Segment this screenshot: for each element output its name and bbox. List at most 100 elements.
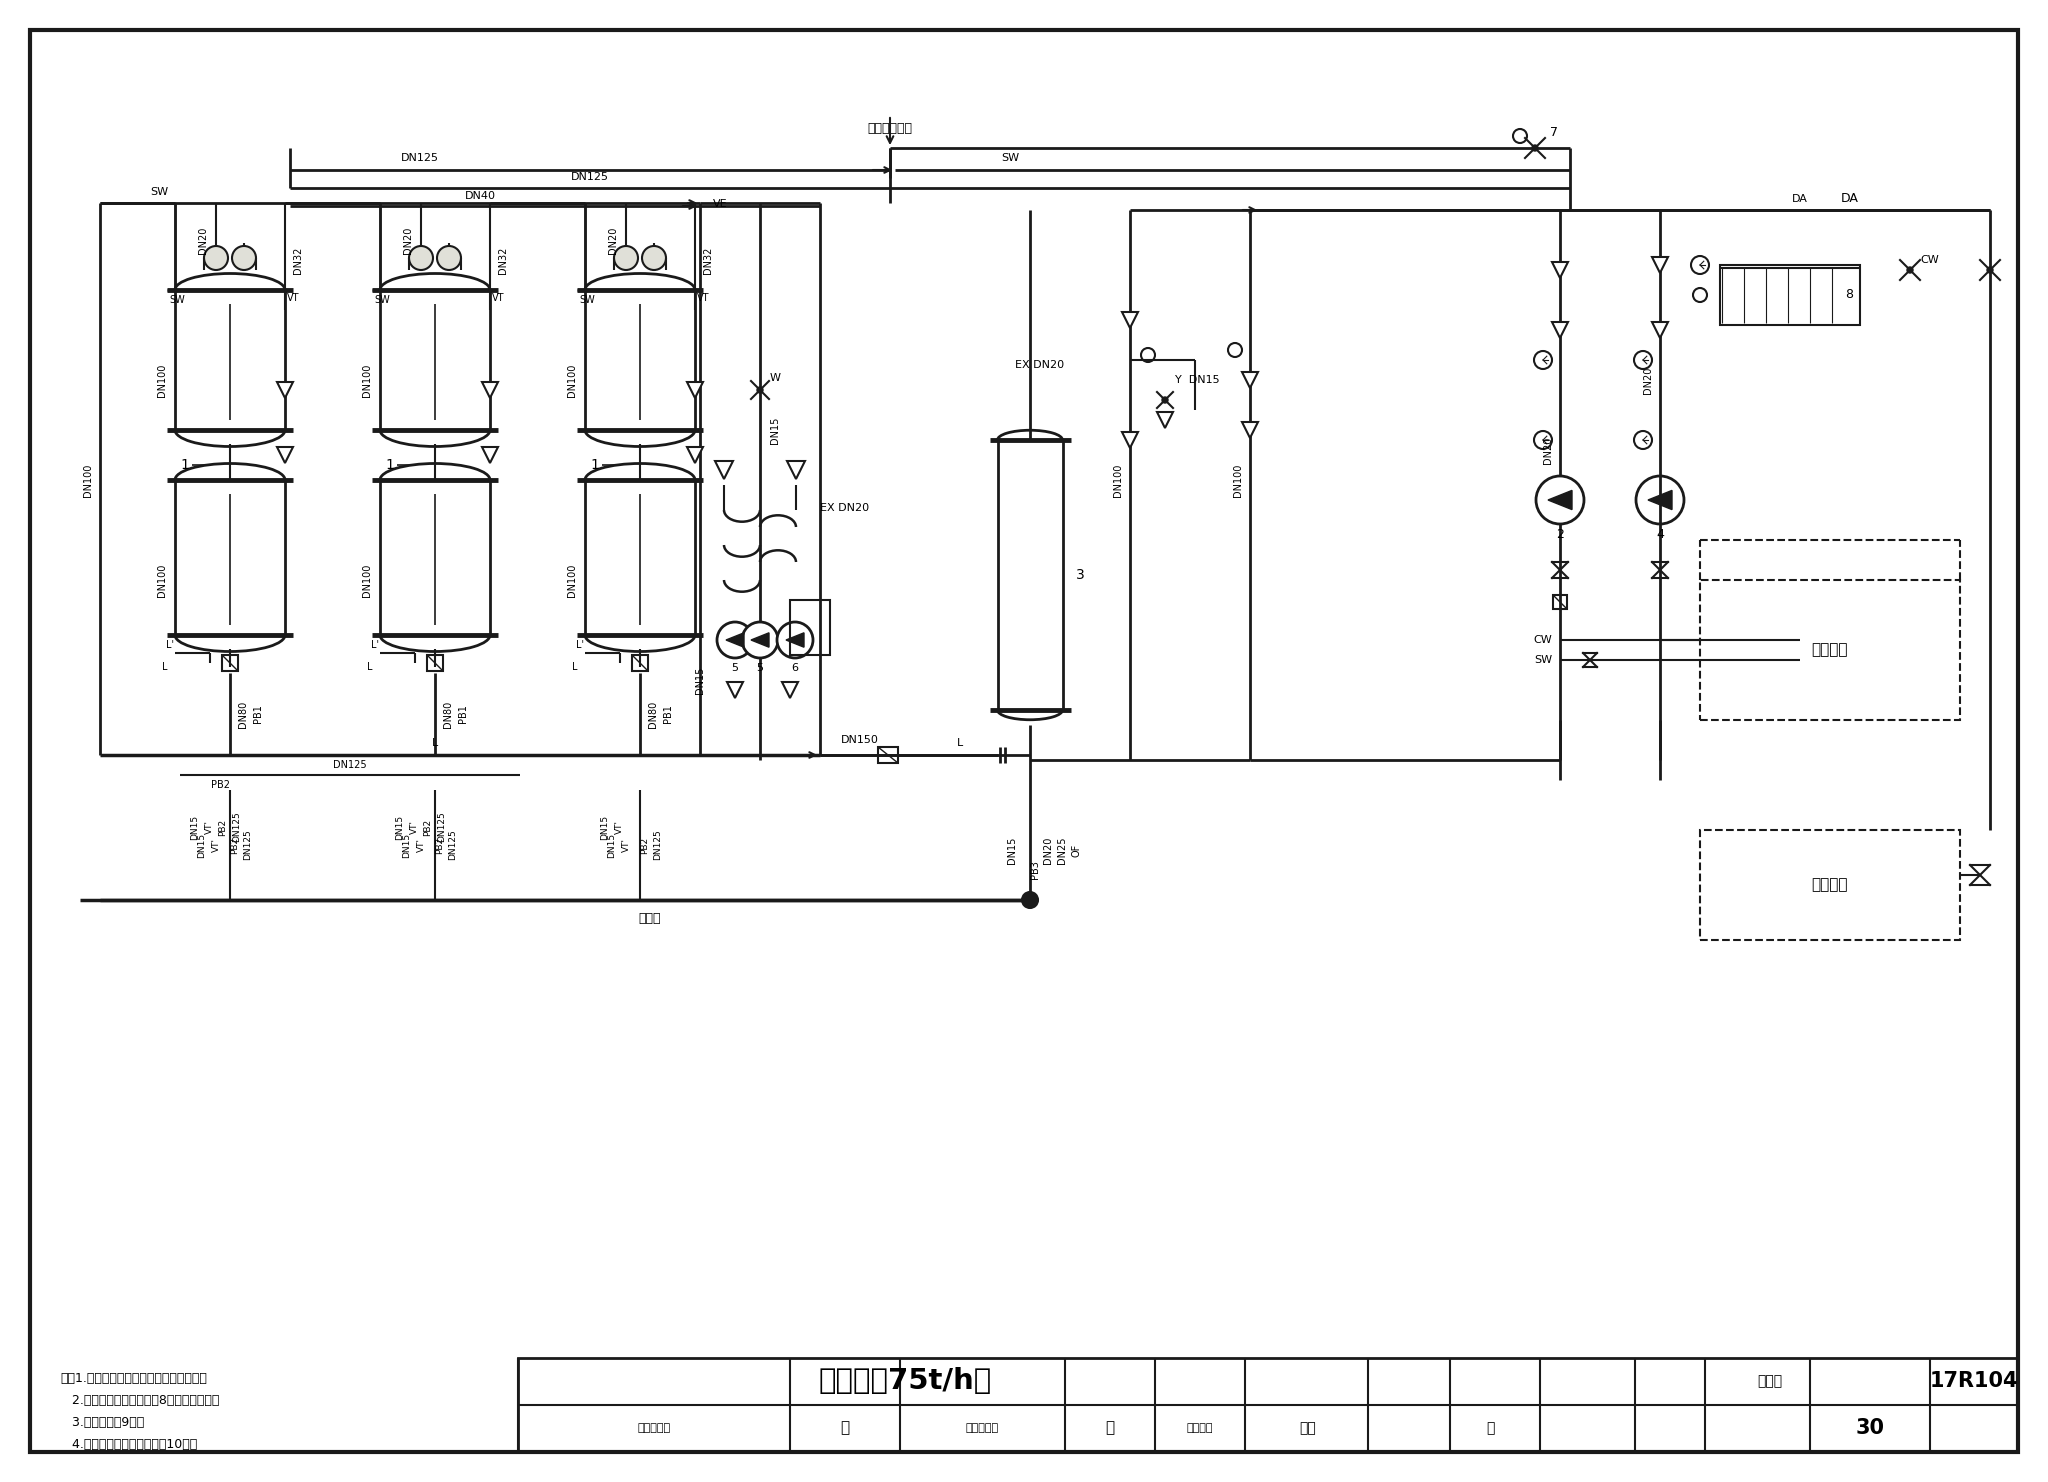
Text: VT': VT': [211, 837, 221, 852]
Text: PB2: PB2: [231, 836, 240, 854]
Text: DN125: DN125: [571, 172, 608, 182]
Text: 1: 1: [180, 458, 188, 471]
Text: 17R104: 17R104: [1929, 1371, 2017, 1392]
Polygon shape: [1122, 313, 1139, 328]
Text: EX DN20: EX DN20: [1016, 360, 1065, 370]
Text: L: L: [367, 662, 373, 671]
Text: 5: 5: [756, 662, 764, 673]
Bar: [791, 600, 829, 655]
Text: L: L: [571, 662, 578, 671]
Polygon shape: [686, 382, 702, 399]
Text: PB2: PB2: [436, 836, 444, 854]
Text: DN125: DN125: [244, 830, 252, 861]
Text: DA: DA: [1792, 194, 1808, 205]
Text: 排水沟: 排水沟: [639, 911, 662, 925]
Circle shape: [410, 246, 432, 270]
Polygon shape: [782, 682, 799, 698]
Text: DN100: DN100: [567, 563, 578, 597]
Circle shape: [717, 622, 754, 658]
Text: DN32: DN32: [498, 246, 508, 274]
Polygon shape: [1653, 322, 1667, 338]
Text: 矶: 矶: [1106, 1421, 1114, 1436]
Text: DN32: DN32: [702, 246, 713, 274]
Text: SW: SW: [375, 295, 389, 305]
Text: DN80: DN80: [647, 701, 657, 728]
Polygon shape: [276, 448, 293, 462]
Text: DN40: DN40: [465, 191, 496, 202]
Bar: [1552, 594, 1567, 609]
Polygon shape: [786, 633, 805, 648]
Text: SW: SW: [170, 295, 184, 305]
Bar: [879, 747, 897, 763]
Text: 7: 7: [1550, 126, 1559, 138]
Polygon shape: [1649, 491, 1671, 510]
Text: DN100: DN100: [84, 464, 92, 496]
Text: 审核车卫彤: 审核车卫彤: [637, 1423, 670, 1433]
Text: VE: VE: [713, 199, 727, 209]
Bar: [426, 655, 442, 671]
Text: DN15: DN15: [1008, 836, 1018, 864]
Circle shape: [758, 387, 764, 393]
Circle shape: [1022, 892, 1038, 908]
Text: DN15: DN15: [197, 833, 207, 858]
Text: CW: CW: [1921, 255, 1939, 265]
Text: DN125: DN125: [438, 812, 446, 842]
Text: DN20: DN20: [608, 227, 618, 253]
Polygon shape: [727, 682, 743, 698]
Text: 图集号: 图集号: [1757, 1374, 1782, 1389]
Text: 4: 4: [1657, 529, 1663, 541]
Bar: [1700, 579, 1960, 720]
Text: 注：1.双点划线设备表示由用户自行配套。: 注：1.双点划线设备表示由用户自行配套。: [59, 1371, 207, 1384]
Text: DN100: DN100: [1233, 464, 1243, 496]
Text: DN100: DN100: [158, 563, 168, 597]
Text: PB1: PB1: [664, 704, 674, 723]
Polygon shape: [1241, 372, 1257, 388]
Text: DN15: DN15: [190, 815, 199, 840]
Text: 3.图例详见第9页。: 3.图例详见第9页。: [59, 1415, 143, 1429]
Bar: [1720, 265, 1860, 325]
Text: DN100: DN100: [362, 563, 373, 597]
Text: 5: 5: [731, 662, 739, 673]
Text: W: W: [770, 373, 780, 382]
Text: 1: 1: [590, 458, 600, 471]
Text: DN100: DN100: [567, 363, 578, 397]
Polygon shape: [1122, 431, 1139, 448]
Text: 8: 8: [1845, 289, 1853, 301]
Polygon shape: [1241, 422, 1257, 439]
Text: DN80: DN80: [442, 701, 453, 728]
Text: DN15: DN15: [600, 815, 610, 840]
Polygon shape: [1548, 491, 1573, 510]
Circle shape: [1692, 256, 1708, 274]
Circle shape: [1634, 431, 1653, 449]
Circle shape: [776, 622, 813, 658]
Polygon shape: [786, 461, 805, 479]
Text: DN15: DN15: [395, 815, 406, 840]
Polygon shape: [752, 633, 768, 648]
Text: DN20: DN20: [199, 227, 209, 253]
Text: L: L: [162, 662, 168, 671]
Circle shape: [1161, 397, 1167, 403]
Text: DN32: DN32: [293, 246, 303, 274]
Text: VT: VT: [696, 293, 709, 302]
Polygon shape: [1653, 256, 1667, 273]
Circle shape: [1636, 476, 1683, 525]
Circle shape: [1532, 145, 1538, 151]
Polygon shape: [715, 461, 733, 479]
Text: SW: SW: [580, 295, 594, 305]
Polygon shape: [725, 633, 743, 648]
Text: SW: SW: [1001, 153, 1020, 163]
Text: DN15: DN15: [694, 667, 705, 694]
Text: 4.管道名称及管段号详见第10页。: 4.管道名称及管段号详见第10页。: [59, 1438, 197, 1451]
Text: 1: 1: [385, 458, 395, 471]
Circle shape: [641, 246, 666, 270]
Text: DN15: DN15: [770, 416, 780, 443]
Text: OF: OF: [1071, 843, 1081, 857]
Text: 页: 页: [1485, 1421, 1495, 1435]
Circle shape: [741, 622, 778, 658]
Text: VT': VT': [205, 820, 213, 834]
Text: 除氧水箱: 除氧水箱: [1812, 877, 1847, 892]
Text: SW: SW: [150, 187, 168, 197]
Text: Y  DN15: Y DN15: [1176, 375, 1221, 385]
Text: VT': VT': [621, 837, 631, 852]
Text: DN125: DN125: [401, 153, 438, 163]
